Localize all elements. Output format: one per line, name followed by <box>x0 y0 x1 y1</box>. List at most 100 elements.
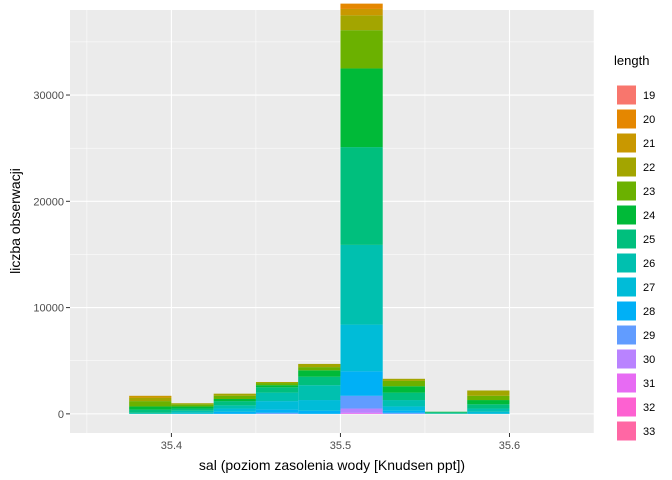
bar-segment-25 <box>255 387 299 393</box>
bar-segment-23 <box>255 383 299 386</box>
legend-key-23 <box>617 181 636 201</box>
y-axis-title: liczba obserwacji <box>7 168 23 274</box>
bar-segment-20 <box>340 3 383 9</box>
legend-key-22 <box>617 157 636 177</box>
bar-segment-28 <box>255 409 299 413</box>
legend-label-23: 23 <box>643 186 655 198</box>
bar-segment-27 <box>340 324 383 372</box>
bar-segment-29 <box>382 412 425 414</box>
y-tick-label: 30000 <box>33 90 64 102</box>
minor-gridlines <box>70 10 595 433</box>
bar-segment-27 <box>213 408 256 412</box>
legend-title: length <box>614 53 649 68</box>
x-axis-title: sal (poziom zasolenia wody [Knudsen ppt]… <box>199 457 465 473</box>
bar-segment-28 <box>382 410 425 413</box>
bar-segment-26 <box>129 412 172 414</box>
bar-segment-22 <box>213 393 256 396</box>
bar-segment-25 <box>340 147 383 245</box>
y-tick-label: 20000 <box>33 196 64 208</box>
bar-segment-26 <box>467 408 510 412</box>
bar-segment-25 <box>298 376 341 386</box>
bar-segment-26 <box>382 400 425 407</box>
bar-segment-24 <box>171 406 214 409</box>
legend-key-29 <box>617 325 636 345</box>
bar-segment-27 <box>298 400 341 411</box>
bar-segment-27 <box>255 401 299 410</box>
bar-segment-25 <box>171 408 214 411</box>
bar-segment-29 <box>340 395 383 409</box>
bar-segment-24 <box>382 386 425 393</box>
legend-label-32: 32 <box>643 402 655 414</box>
legend-key-20 <box>617 109 636 129</box>
bar-segment-25 <box>213 401 256 406</box>
bar-segment-25 <box>424 412 468 414</box>
bar-segment-25 <box>129 409 172 413</box>
bar-segment-30 <box>340 408 383 413</box>
bar-segment-22 <box>382 378 425 381</box>
legend-key-26 <box>617 253 636 273</box>
bar-segment-24 <box>298 370 341 377</box>
bar-segment-22 <box>340 15 383 31</box>
bar-segment-24 <box>213 398 256 402</box>
legend-label-20: 20 <box>643 114 655 126</box>
bar-segment-26 <box>340 244 383 325</box>
bar-segment-24 <box>255 385 299 388</box>
bar-segment-23 <box>467 395 510 401</box>
legend-label-29: 29 <box>643 330 655 342</box>
bar-segment-23 <box>171 404 214 407</box>
x-tick-label: 35.4 <box>161 440 182 452</box>
legend-label-30: 30 <box>643 354 655 366</box>
bar-segment-21 <box>129 395 172 398</box>
bar-segment-27 <box>382 406 425 411</box>
legend-key-19 <box>617 85 636 105</box>
legend-key-25 <box>617 229 636 249</box>
bar-segment-22 <box>298 363 341 368</box>
legend-label-22: 22 <box>643 162 655 174</box>
bar-segment-31 <box>340 412 383 414</box>
bar-segment-23 <box>340 30 383 69</box>
x-axis-ticks: 35.4 35.5 35.6 <box>161 433 520 452</box>
bar-segment-24 <box>340 68 383 148</box>
legend-label-19: 19 <box>643 90 655 102</box>
bar-segment-22 <box>467 390 510 396</box>
bar-segment-25 <box>467 404 510 409</box>
bar-segment-23 <box>298 367 341 371</box>
y-tick-label: 10000 <box>33 303 64 315</box>
legend-key-21 <box>617 133 636 153</box>
bar-segment-28 <box>340 371 383 396</box>
legend-label-33: 33 <box>643 426 655 438</box>
bar-segment-28 <box>213 411 256 414</box>
x-tick-label: 35.6 <box>499 440 520 452</box>
bar-segment-21 <box>340 8 383 16</box>
legend-key-28 <box>617 301 636 321</box>
legend-label-27: 27 <box>643 282 655 294</box>
bar-segment-23 <box>382 380 425 387</box>
bar-segment-26 <box>424 413 468 414</box>
legend-key-31 <box>617 373 636 393</box>
x-tick-label: 35.5 <box>330 440 351 452</box>
legend-key-33 <box>617 421 636 441</box>
bar-segment-26 <box>255 392 299 402</box>
legend-label-25: 25 <box>643 234 655 246</box>
bar-segment-29 <box>255 412 299 414</box>
legend-key-32 <box>617 397 636 417</box>
bar-segment-22 <box>171 403 214 405</box>
bar-segment-26 <box>213 405 256 409</box>
legend: length 19 20 21 22 23 24 25 26 27 28 29 30 31 32 33 <box>614 53 655 441</box>
legend-key-24 <box>617 205 636 225</box>
bar-segment-26 <box>298 385 341 401</box>
y-tick-label: 0 <box>58 409 64 421</box>
bar-segment-22 <box>255 381 299 384</box>
legend-key-27 <box>617 277 636 297</box>
bar-segment-25 <box>382 392 425 401</box>
bar-segment-26 <box>171 410 214 413</box>
legend-label-26: 26 <box>643 258 655 270</box>
bar-segment-23 <box>213 395 256 399</box>
bar-segment-27 <box>467 411 510 414</box>
bar-segment-28 <box>298 410 341 414</box>
plot-panel <box>70 10 594 433</box>
legend-label-24: 24 <box>643 210 655 222</box>
legend-label-28: 28 <box>643 306 655 318</box>
bar-segment-24 <box>129 406 172 410</box>
